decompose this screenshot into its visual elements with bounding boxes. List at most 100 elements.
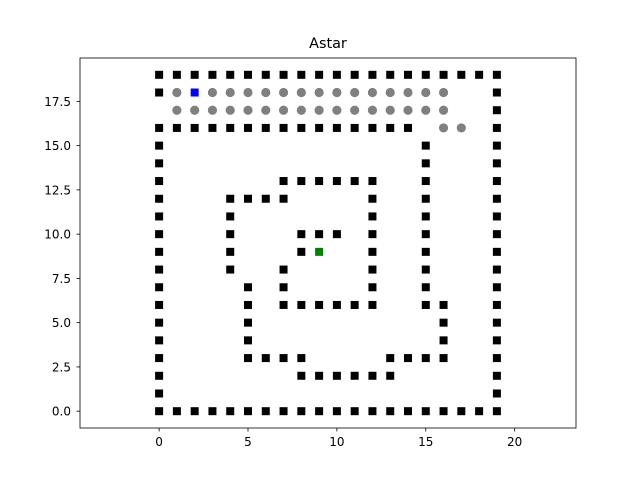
point-s0-71: [492, 141, 501, 150]
point-s0-11: [350, 407, 359, 416]
point-s0-46: [155, 283, 164, 292]
point-s0-65: [492, 247, 501, 256]
point-s0-129: [297, 177, 306, 186]
point-s0-54: [155, 141, 164, 150]
point-s0-124: [226, 194, 235, 203]
point-s1-11: [385, 87, 395, 98]
point-s1-8: [332, 87, 342, 98]
point-s1-23: [314, 105, 324, 115]
point-s0-150: [315, 230, 324, 239]
point-s0-127: [279, 194, 288, 203]
point-s0-5: [244, 407, 252, 416]
y-tick-label: 5.0: [52, 316, 71, 330]
point-s0-146: [279, 283, 288, 292]
point-s1-9: [350, 87, 360, 98]
point-s0-140: [368, 300, 377, 309]
point-s0-62: [492, 300, 501, 309]
point-s0-35: [421, 70, 430, 79]
point-s0-29: [315, 70, 324, 79]
point-s0-137: [368, 247, 377, 256]
point-s0-52: [155, 177, 164, 186]
point-s0-114: [279, 354, 288, 363]
point-s0-36: [439, 70, 448, 79]
point-s0-126: [261, 194, 270, 203]
point-s0-2: [190, 407, 199, 416]
point-s2-0: [190, 88, 199, 97]
point-s0-16: [439, 407, 448, 416]
point-s0-116: [244, 336, 252, 345]
point-s0-38: [475, 70, 484, 79]
point-s0-110: [368, 371, 377, 380]
point-s0-92: [421, 194, 430, 203]
point-s0-3: [208, 407, 217, 416]
point-s0-30: [332, 70, 341, 79]
y-tick-label: 12.5: [44, 183, 71, 197]
point-s0-94: [421, 230, 430, 239]
point-s0-43: [155, 336, 164, 345]
point-s0-1: [172, 407, 181, 416]
point-s1-27: [385, 105, 395, 115]
point-s0-77: [208, 123, 217, 132]
point-s0-128: [279, 177, 288, 186]
point-s0-58: [492, 371, 501, 380]
point-s1-16: [190, 105, 200, 115]
point-s0-78: [226, 123, 235, 132]
point-s1-12: [403, 87, 413, 98]
point-s0-63: [492, 283, 501, 292]
point-s1-18: [225, 105, 235, 115]
point-s0-108: [332, 371, 341, 380]
point-s1-28: [403, 105, 413, 115]
point-s0-122: [226, 230, 235, 239]
point-s0-145: [350, 300, 359, 309]
point-s0-107: [315, 371, 324, 380]
point-s0-120: [226, 265, 235, 274]
point-s0-148: [297, 247, 306, 256]
point-s0-56: [155, 88, 164, 97]
point-s1-26: [367, 105, 378, 115]
y-tick-label: 0.0: [52, 405, 71, 419]
point-s0-32: [368, 70, 377, 79]
point-s1-15: [172, 105, 182, 115]
point-s0-115: [297, 354, 306, 363]
point-s0-14: [404, 407, 412, 416]
x-tick-label: 0: [155, 435, 163, 449]
point-s0-50: [155, 212, 164, 221]
point-s1-4: [261, 87, 271, 98]
point-s0-112: [244, 354, 252, 363]
x-axis: 0 5 10 15 20: [155, 428, 522, 449]
point-s1-2: [225, 87, 235, 98]
point-s0-81: [279, 123, 288, 132]
point-s0-23: [208, 70, 217, 79]
point-s0-57: [492, 389, 501, 398]
point-s0-98: [421, 300, 430, 309]
point-s0-135: [368, 212, 377, 221]
point-s0-31: [350, 70, 359, 79]
point-s0-26: [261, 70, 270, 79]
point-s0-75: [172, 123, 181, 132]
point-s0-44: [155, 318, 164, 327]
point-s0-79: [244, 123, 252, 132]
point-s1-3: [243, 87, 253, 98]
point-s1-25: [350, 105, 360, 115]
point-s0-15: [421, 407, 430, 416]
point-s0-113: [261, 354, 270, 363]
point-s0-151: [332, 230, 341, 239]
point-s1-17: [207, 105, 218, 115]
point-s0-37: [457, 70, 466, 79]
point-s0-99: [439, 300, 448, 309]
x-tick-label: 20: [507, 435, 522, 449]
point-s0-67: [492, 212, 501, 221]
point-s0-133: [368, 177, 377, 186]
x-tick-label: 15: [418, 435, 433, 449]
point-s0-49: [155, 230, 164, 239]
point-s0-80: [261, 123, 270, 132]
point-s0-27: [279, 70, 288, 79]
point-s0-87: [386, 123, 395, 132]
point-s0-118: [244, 300, 252, 309]
point-s0-69: [492, 177, 501, 186]
point-s1-20: [261, 105, 271, 115]
point-s1-5: [278, 87, 289, 98]
point-s0-42: [155, 354, 164, 363]
point-s0-21: [172, 70, 181, 79]
